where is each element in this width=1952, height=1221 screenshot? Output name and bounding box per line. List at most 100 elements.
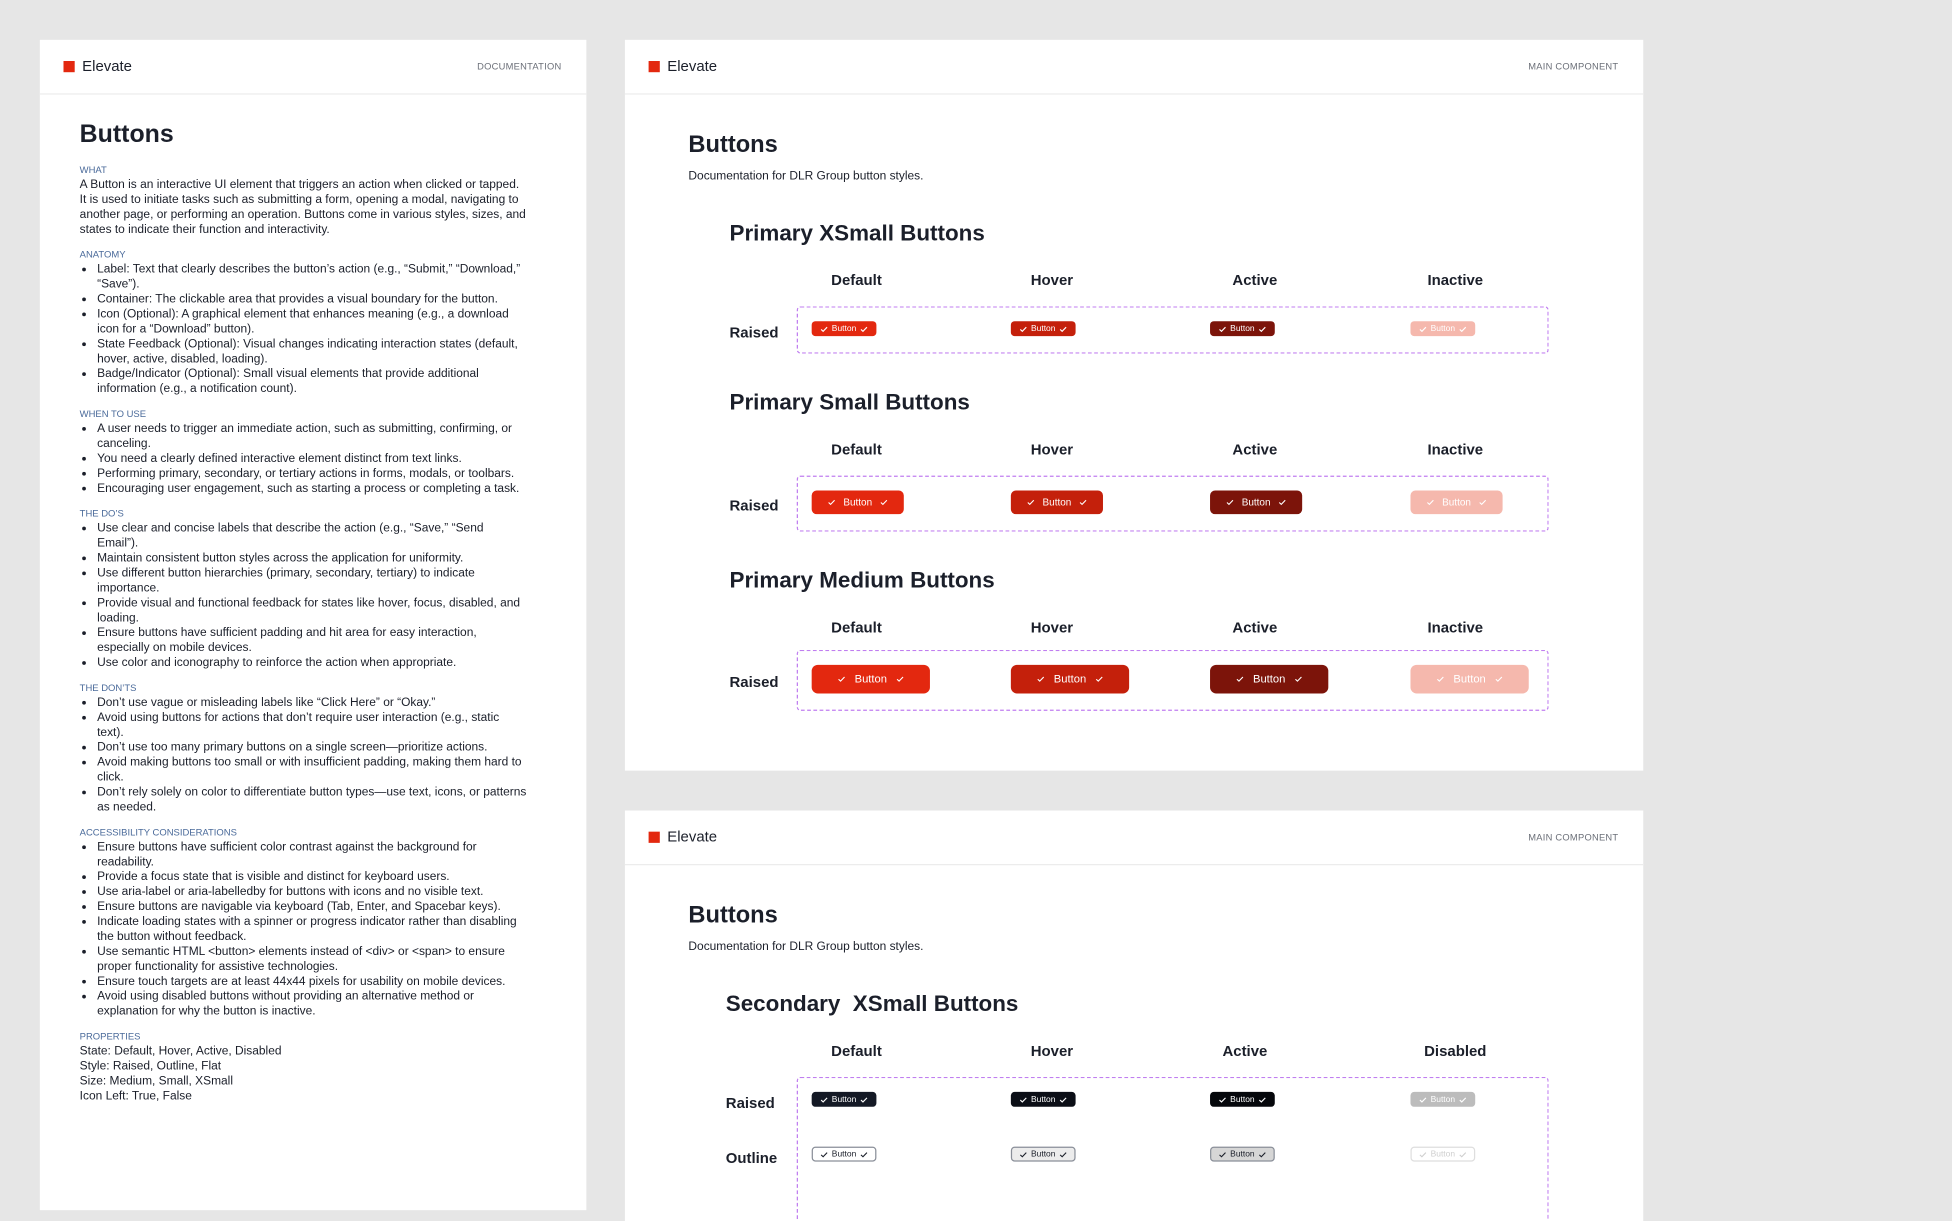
header: Elevate MAIN COMPONENT xyxy=(624,40,1644,95)
variant-box xyxy=(796,1076,1549,1221)
button: Button xyxy=(1010,489,1103,514)
property-line: Size: Medium, Small, XSmall xyxy=(79,1074,233,1089)
row-label: Raised xyxy=(729,323,779,342)
brand: Elevate xyxy=(82,57,132,75)
button: Button xyxy=(1210,321,1275,337)
button: Button xyxy=(1210,489,1303,514)
column-heading: Hover xyxy=(1030,1042,1074,1060)
button: Button xyxy=(1010,321,1076,337)
list-item: Avoid making buttons too small or with i… xyxy=(97,756,528,786)
button: Button xyxy=(811,1091,877,1107)
button: Button xyxy=(1210,1091,1275,1107)
list-item: A user needs to trigger an immediate act… xyxy=(97,422,528,452)
button: Button xyxy=(811,489,904,514)
row-label: Outline xyxy=(725,1149,778,1167)
button: Button xyxy=(1410,489,1503,514)
list-item: Use color and iconography to reinforce t… xyxy=(97,656,528,671)
list: A user needs to trigger an immediate act… xyxy=(80,422,528,497)
brand: Elevate xyxy=(667,827,718,846)
column-heading: Active xyxy=(1222,1042,1268,1060)
group-title: Primary Small Buttons xyxy=(729,389,970,415)
column-heading: Active xyxy=(1232,618,1278,637)
list-item: You need a clearly defined interactive e… xyxy=(97,452,528,467)
property-line: Icon Left: True, False xyxy=(79,1089,192,1104)
button-label: Button xyxy=(1042,496,1072,508)
list-item: Provide a focus state that is visible an… xyxy=(97,870,528,885)
button: Button xyxy=(1210,664,1329,693)
list: Ensure buttons have sufficient color con… xyxy=(80,840,528,1019)
tag: DOCUMENTATION xyxy=(477,61,562,73)
list-item: Use different button hierarchies (primar… xyxy=(97,566,528,596)
column-heading: Hover xyxy=(1030,618,1074,637)
list-item: Label: Text that clearly describes the b… xyxy=(97,263,528,293)
doc-panel: Elevate DOCUMENTATION Buttons WHAT A Butt… xyxy=(39,39,587,1211)
tag: MAIN COMPONENT xyxy=(1528,831,1619,843)
button-label: Button xyxy=(854,672,888,685)
button-label: Button xyxy=(1030,1094,1056,1104)
panel-subtitle: Documentation for DLR Group button style… xyxy=(688,169,924,184)
column-heading: Default xyxy=(831,618,882,637)
column-heading: Active xyxy=(1232,271,1278,289)
list: Don’t use vague or misleading labels lik… xyxy=(80,696,528,816)
column-heading: Inactive xyxy=(1427,618,1484,637)
column-heading: Inactive xyxy=(1427,271,1484,289)
list-item: Don’t use vague or misleading labels lik… xyxy=(97,696,528,711)
list-item: Maintain consistent button styles across… xyxy=(97,552,528,567)
list-item: Indicate loading states with a spinner o… xyxy=(97,915,528,945)
logo xyxy=(648,61,660,73)
button: Button xyxy=(811,664,930,693)
list-item: Ensure buttons are navigable via keyboar… xyxy=(97,900,528,915)
button-label: Button xyxy=(1453,672,1486,685)
button-label: Button xyxy=(1230,1149,1255,1159)
button: Button xyxy=(1410,321,1476,337)
brand: Elevate xyxy=(667,57,718,75)
variant-box xyxy=(796,306,1549,354)
list-item: Provide visual and functional feedback f… xyxy=(97,596,528,626)
list-item: Use clear and concise labels that descri… xyxy=(97,522,528,552)
button-label: Button xyxy=(1230,324,1255,334)
button-label: Button xyxy=(1442,496,1471,508)
doc-body: Buttons WHAT A Button is an interactive U… xyxy=(80,120,528,1105)
logo xyxy=(63,61,75,73)
list-item: Container: The clickable area that provi… xyxy=(97,293,528,308)
list-item: Don’t rely solely on color to differenti… xyxy=(97,786,528,816)
list-item: Use semantic HTML <button> elements inst… xyxy=(97,945,528,975)
header: Elevate MAIN COMPONENT xyxy=(624,810,1644,866)
section-heading: PROPERTIES xyxy=(79,1030,141,1043)
list-item: Encouraging user engagement, such as sta… xyxy=(97,482,528,497)
panel-title: Buttons xyxy=(688,131,778,159)
header: Elevate DOCUMENTATION xyxy=(39,40,587,95)
button-label: Button xyxy=(831,1149,857,1159)
column-heading: Inactive xyxy=(1427,440,1484,459)
section-heading: WHAT xyxy=(79,164,107,176)
list-item: Ensure buttons have sufficient padding a… xyxy=(97,626,528,656)
page: Elevate DOCUMENTATION Buttons WHAT A Butt… xyxy=(0,0,1952,1184)
list-item: State Feedback (Optional): Visual change… xyxy=(97,337,528,367)
column-heading: Default xyxy=(831,271,882,289)
list: Label: Text that clearly describes the b… xyxy=(80,263,528,397)
paragraph: A Button is an interactive UI element th… xyxy=(79,178,526,237)
row-label: Raised xyxy=(725,1094,775,1112)
column-heading: Default xyxy=(831,440,882,459)
button-label: Button xyxy=(843,496,873,508)
button-label: Button xyxy=(831,1094,857,1104)
section-heading: THE DON’TS xyxy=(79,682,137,694)
list: Use clear and concise labels that descri… xyxy=(80,522,528,671)
list-item: Use aria-label or aria-labelledby for bu… xyxy=(97,885,528,900)
column-heading: Default xyxy=(831,1042,882,1060)
button-label: Button xyxy=(1030,1149,1056,1159)
section-heading: THE DO’S xyxy=(79,507,124,520)
button: Button xyxy=(1010,664,1130,693)
button-label: Button xyxy=(1030,324,1056,334)
group-title: Primary XSmall Buttons xyxy=(729,220,985,246)
row-label: Raised xyxy=(729,673,779,691)
column-heading: Active xyxy=(1232,440,1278,459)
button: Button xyxy=(1010,1146,1076,1162)
list-item: Icon (Optional): A graphical element tha… xyxy=(97,308,528,338)
group-title: Secondary XSmall Buttons xyxy=(725,991,1019,1016)
logo xyxy=(648,831,660,843)
panel-title: Buttons xyxy=(688,902,778,929)
list-item: Avoid using disabled buttons without pro… xyxy=(97,990,528,1020)
property-line: State: Default, Hover, Active, Disabled xyxy=(79,1044,282,1059)
button: Button xyxy=(1410,1146,1476,1162)
